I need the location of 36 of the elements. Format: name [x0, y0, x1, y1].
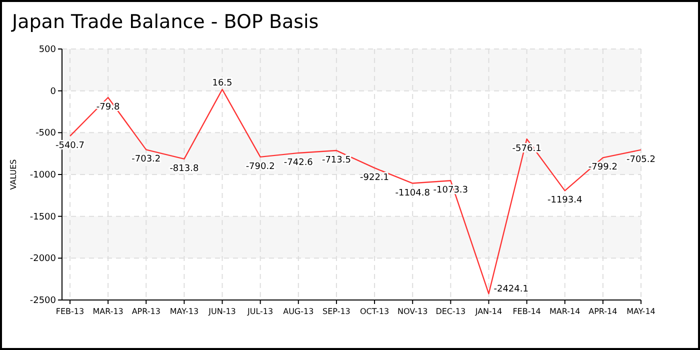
chart-title: Japan Trade Balance - BOP Basis [11, 11, 319, 33]
data-label: -1193.4 [547, 196, 583, 206]
x-tick-label: FEB-14 [512, 307, 541, 316]
x-tick-label: DEC-13 [436, 307, 466, 316]
x-tick-label: MAY-13 [170, 307, 199, 316]
y-tick-label: -1500 [30, 212, 56, 222]
x-tick-label: MAR-14 [550, 307, 580, 316]
x-tick-label: JUN-13 [208, 307, 236, 316]
x-tick-label: APR-13 [132, 307, 160, 316]
data-label: 16.5 [212, 78, 232, 88]
y-tick-label: -1000 [30, 170, 56, 180]
y-tick-label: 0 [50, 86, 56, 97]
data-label: -703.2 [132, 154, 161, 165]
data-label: -713.5 [322, 156, 351, 166]
data-label: -705.2 [626, 154, 656, 165]
data-label: -2424.1 [494, 284, 528, 295]
data-label: -922.1 [360, 172, 390, 183]
x-tick-label: APR-14 [588, 307, 618, 316]
data-label: -742.6 [284, 158, 314, 168]
data-label: -790.2 [246, 162, 275, 172]
y-tick-label: -500 [36, 128, 56, 139]
y-axis-title: VALUES [9, 159, 18, 190]
x-tick-label: NOV-13 [397, 307, 428, 316]
x-tick-label: FEB-13 [56, 307, 84, 316]
data-label: -1104.8 [395, 188, 430, 198]
y-tick-label: -2500 [30, 296, 56, 306]
y-tick-label: 500 [38, 45, 56, 55]
y-tick-label: -2000 [30, 254, 56, 264]
x-tick-label: JAN-14 [474, 307, 502, 316]
x-tick-label: MAY-14 [626, 307, 656, 316]
x-tick-label: MAR-13 [92, 307, 124, 316]
x-tick-label: JUL-13 [246, 307, 274, 316]
x-tick-label: OCT-13 [360, 307, 390, 316]
data-label: -813.8 [170, 164, 199, 174]
x-tick-label: AUG-13 [283, 307, 314, 316]
x-tick-label: SEP-13 [322, 307, 350, 316]
